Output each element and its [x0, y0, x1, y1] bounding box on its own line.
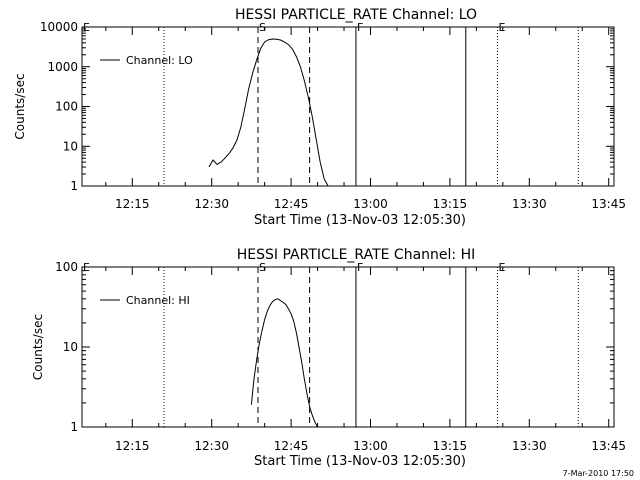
y-tick-label: 1: [70, 179, 78, 193]
event-marker-label: E: [499, 261, 506, 274]
x-tick-label: 13:15: [433, 439, 468, 453]
event-marker-label: F: [357, 21, 363, 34]
plot-frame: [81, 26, 615, 187]
event-marker-label: E: [83, 21, 90, 34]
event-marker-label: S: [259, 21, 266, 34]
x-tick-label: 13:00: [353, 197, 388, 211]
chart-title: HESSI PARTICLE_RATE Channel: HI: [237, 247, 475, 263]
x-tick-label: 12:15: [115, 439, 150, 453]
x-tick-label: 13:30: [512, 197, 547, 211]
x-tick-label: 13:45: [591, 439, 626, 453]
event-marker-label: S: [259, 261, 266, 274]
chart-panel-1: HESSI PARTICLE_RATE Channel: LO 1 10 100 100…: [13, 7, 626, 228]
y-axis-label: Counts/sec: [31, 314, 45, 380]
x-tick-label: 13:30: [512, 439, 547, 453]
y-tick-label: 1000: [47, 60, 78, 74]
legend-label: Channel: HI: [126, 294, 190, 307]
x-tick-label: 12:30: [194, 197, 229, 211]
series-line: [208, 38, 329, 187]
footer-timestamp: 7-Mar-2010 17:50: [562, 469, 634, 478]
series-line: [250, 298, 319, 428]
x-tick-label: 12:15: [115, 197, 150, 211]
chart-title: HESSI PARTICLE_RATE Channel: LO: [235, 7, 477, 23]
y-tick-label: 10: [63, 139, 78, 153]
y-tick-label: 1: [70, 420, 78, 434]
y-axis-label: Counts/sec: [13, 73, 27, 139]
x-tick-label: 12:30: [194, 439, 229, 453]
y-tick-label: 100: [55, 100, 78, 114]
event-marker-label: E: [83, 261, 90, 274]
x-axis-label: Start Time (13-Nov-03 12:05:30): [254, 454, 466, 469]
x-tick-label: 12:45: [274, 439, 309, 453]
plot-frame: [81, 266, 615, 428]
y-tick-label: 10000: [40, 20, 78, 34]
x-axis-label: Start Time (13-Nov-03 12:05:30): [254, 213, 466, 228]
x-tick-label: 13:15: [433, 197, 468, 211]
event-marker-label: E: [499, 21, 506, 34]
x-tick-label: 13:00: [353, 439, 388, 453]
x-tick-label: 12:45: [274, 197, 309, 211]
x-tick-label: 13:45: [591, 197, 626, 211]
event-marker-label: F: [357, 261, 363, 274]
y-tick-label: 100: [55, 260, 78, 274]
legend-label: Channel: LO: [126, 54, 193, 67]
y-tick-label: 10: [63, 340, 78, 354]
chart-panel-2: HESSI PARTICLE_RATE Channel: HI 1 10 100 Cou…: [31, 247, 626, 469]
